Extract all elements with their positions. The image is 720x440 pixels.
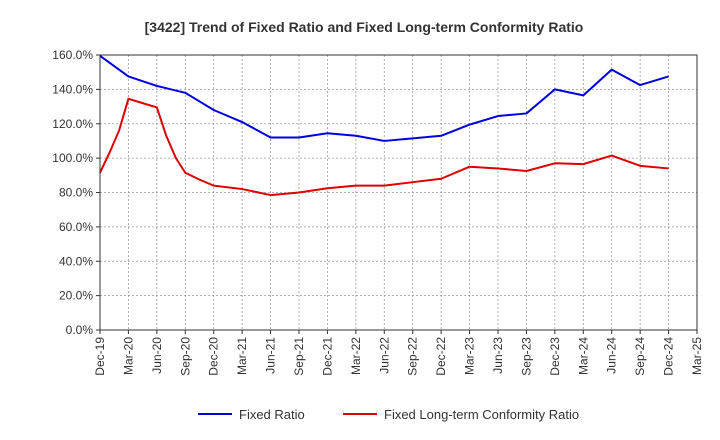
x-tick-label: Sep-23 xyxy=(519,337,533,376)
x-tick-label: Dec-24 xyxy=(662,337,676,376)
x-tick-label: Dec-23 xyxy=(548,337,562,376)
x-tick-label: Dec-20 xyxy=(207,337,221,376)
y-tick-label: 0.0% xyxy=(66,323,94,337)
x-tick-label: Jun-21 xyxy=(264,337,278,374)
x-axis: Dec-19 Mar-20 Jun-20 Sep-20 Dec-20 Mar-21 Jun-… xyxy=(93,330,704,376)
x-tick-label: Sep-22 xyxy=(406,337,420,376)
y-tick-label: 20.0% xyxy=(59,289,93,303)
x-tick-label: Jun-24 xyxy=(605,337,619,374)
x-tick-label: Jun-20 xyxy=(150,337,164,374)
legend-label-2: Fixed Long-term Conformity Ratio xyxy=(384,407,579,422)
plot-area-frame xyxy=(99,54,698,331)
y-axis: 0.0% 20.0% 40.0% 60.0% 80.0% 100.0% 120.0% 140.… xyxy=(52,48,100,337)
x-tick-label: Mar-20 xyxy=(121,337,135,375)
series-lines xyxy=(99,55,669,197)
x-tick-label: Mar-21 xyxy=(235,337,249,375)
x-tick-label: Dec-21 xyxy=(320,337,334,376)
x-tick-label: Jun-22 xyxy=(377,337,391,374)
x-tick-label: Mar-25 xyxy=(690,337,704,375)
grid xyxy=(100,55,697,330)
legend-label-1: Fixed Ratio xyxy=(239,407,305,422)
x-tick-label: Sep-24 xyxy=(633,337,647,376)
y-tick-label: 60.0% xyxy=(59,220,93,234)
y-tick-label: 100.0% xyxy=(52,151,93,165)
x-tick-label: Mar-22 xyxy=(349,337,363,375)
series-line-2 xyxy=(99,97,669,197)
series-line-1 xyxy=(99,55,669,142)
y-tick-label: 160.0% xyxy=(52,48,93,62)
x-tick-label: Sep-21 xyxy=(292,337,306,376)
x-tick-label: Dec-22 xyxy=(434,337,448,376)
y-tick-label: 120.0% xyxy=(52,117,93,131)
x-tick-label: Mar-23 xyxy=(463,337,477,375)
x-tick-label: Mar-24 xyxy=(576,337,590,375)
y-tick-label: 40.0% xyxy=(59,254,93,268)
y-tick-label: 80.0% xyxy=(59,186,93,200)
chart-title: [3422] Trend of Fixed Ratio and Fixed Lo… xyxy=(145,19,584,35)
x-tick-label: Jun-23 xyxy=(491,337,505,374)
legend: Fixed Ratio Fixed Long-term Conformity Ra… xyxy=(198,407,579,422)
x-tick-label: Sep-20 xyxy=(178,337,192,376)
x-tick-label: Dec-19 xyxy=(93,337,107,376)
y-tick-label: 140.0% xyxy=(52,82,93,96)
